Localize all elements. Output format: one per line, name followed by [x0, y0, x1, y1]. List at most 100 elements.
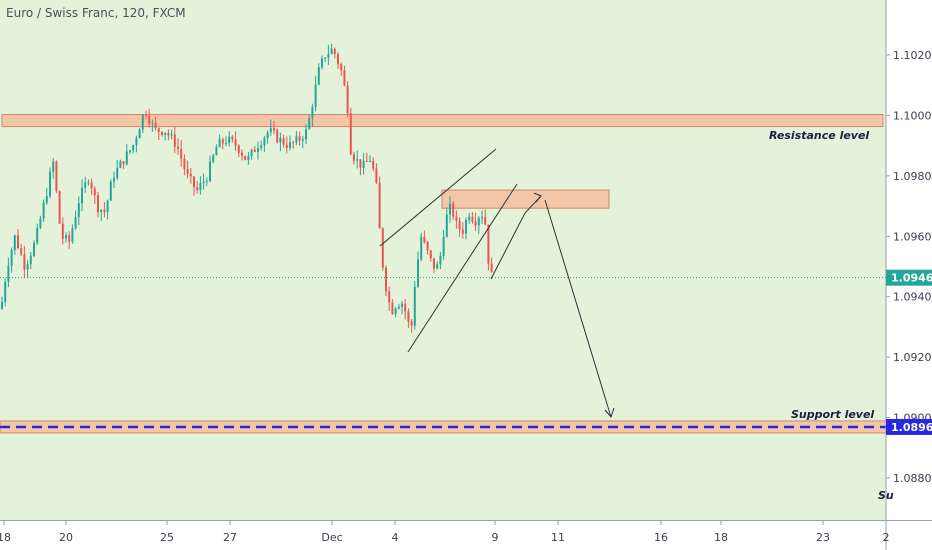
candle-body [39, 218, 42, 228]
candle-body [77, 203, 80, 218]
candle-body [449, 203, 451, 215]
candle-body [167, 132, 170, 136]
chart-title: Euro / Swiss Franc, 120, FXCM [6, 6, 186, 20]
candle-body [138, 129, 141, 139]
candle-body [68, 235, 71, 242]
candle-body [487, 224, 490, 264]
candle-body [391, 302, 394, 315]
candle-body [129, 150, 131, 152]
candle-body [337, 54, 339, 65]
candle-body [23, 254, 26, 270]
candle-body [196, 187, 199, 191]
candle-body [151, 122, 154, 124]
candle-body [263, 137, 266, 146]
candle-body [356, 159, 359, 161]
candle-body [413, 286, 416, 326]
candle-body [209, 161, 211, 181]
current-price-label: 1.09463 [891, 272, 932, 285]
x-tick-label: 18 [714, 531, 728, 544]
candle-body [100, 209, 103, 213]
arrowhead-up [533, 192, 542, 203]
candle-body [116, 167, 119, 179]
candle-body [346, 85, 349, 114]
candle-body [471, 216, 474, 222]
candle-body [407, 311, 410, 322]
support-annotation-clipped: Su [878, 489, 894, 502]
candle-body [397, 306, 400, 309]
candle-body [170, 134, 173, 136]
y-tick-label: 1.10200 [893, 49, 932, 62]
candle-body [426, 241, 429, 251]
candle-body [29, 255, 32, 265]
candle-body [13, 235, 16, 251]
candle-body [250, 149, 253, 157]
candle-body [362, 160, 365, 168]
candle-body [17, 235, 19, 249]
candle-body [161, 132, 163, 135]
y-tick-label: 1.08800 [893, 472, 932, 485]
candle-body [292, 141, 295, 143]
support-annotation: Support level [791, 408, 874, 421]
y-tick-label: 1.09400 [893, 291, 932, 304]
candle-body [106, 200, 109, 213]
resistance-zone [1, 114, 884, 128]
candle-body [343, 70, 346, 86]
candle-body [154, 122, 157, 129]
candle-body [237, 145, 240, 153]
x-tick-label: 23 [816, 531, 830, 544]
candle-body [58, 191, 61, 224]
candle-body [317, 67, 320, 85]
candle-body [87, 182, 90, 184]
candle-body [4, 281, 7, 302]
candle-body [173, 134, 176, 147]
candle-body [378, 182, 381, 229]
candle-body [410, 321, 413, 326]
candle-body [61, 223, 64, 239]
candle-body [433, 258, 435, 269]
candle-body [321, 58, 323, 68]
candle-body [369, 160, 371, 162]
candle-body [180, 148, 183, 159]
support-price-badge [886, 418, 932, 435]
candle-body [189, 173, 192, 177]
channel-upper-line [379, 148, 497, 247]
candle-body [49, 171, 51, 197]
candle-body [122, 161, 125, 165]
candle-body [148, 115, 151, 124]
candle-body [257, 148, 259, 152]
candle-body [273, 128, 275, 131]
candle-body [202, 181, 205, 184]
candle-body [157, 128, 160, 133]
x-tick-label: 16 [654, 531, 668, 544]
candle-body [1, 301, 3, 309]
candle-body [74, 217, 77, 229]
y-tick-label: 1.09600 [893, 230, 932, 243]
candle-body [330, 48, 333, 55]
candle-body [452, 203, 455, 217]
candle-body [477, 218, 480, 226]
candle-body [260, 145, 263, 149]
candle-body [225, 143, 227, 145]
candle-body [52, 161, 55, 172]
x-tick-label: 25 [160, 531, 174, 544]
candle-body [55, 161, 58, 192]
candle-body [135, 138, 138, 146]
candle-body [276, 130, 279, 143]
candle-body [314, 84, 317, 108]
candle-body [20, 248, 23, 255]
candle-body [298, 136, 301, 141]
candle-body [333, 48, 336, 55]
candle-body [474, 221, 477, 226]
candle-body [461, 229, 464, 234]
candle-body [119, 161, 122, 168]
x-tick-label: 9 [492, 531, 499, 544]
candle-body [381, 228, 384, 268]
candle-body [141, 114, 144, 130]
resistance-annotation: Resistance level [769, 129, 869, 142]
candle-body [484, 217, 487, 225]
candle-body [221, 139, 224, 144]
candle-body [90, 182, 93, 189]
candle-body [215, 147, 218, 156]
candle-body [33, 242, 35, 256]
